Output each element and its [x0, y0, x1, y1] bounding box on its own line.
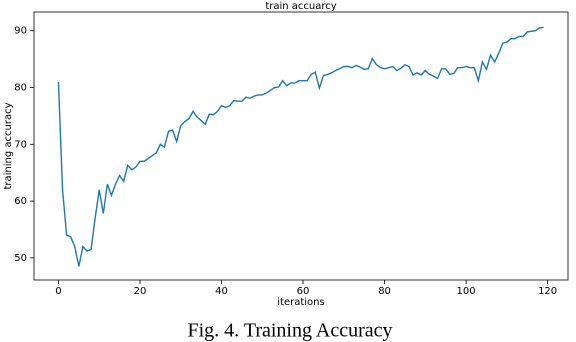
y-tick-label: 60: [14, 196, 27, 207]
y-tick-label: 80: [14, 83, 27, 94]
x-tick-label: 40: [215, 286, 228, 297]
x-tick-label: 60: [297, 286, 310, 297]
x-tick-label: 100: [457, 286, 476, 297]
axes-frame: [33, 11, 569, 281]
y-tick-label: 70: [14, 139, 27, 150]
x-tick-label: 120: [538, 286, 557, 297]
x-tick-label: 20: [134, 286, 147, 297]
data-line: [57, 26, 544, 267]
y-tick-label: 50: [14, 253, 27, 264]
x-axis-label: iterations: [277, 297, 324, 308]
x-tick-label: 0: [55, 286, 61, 297]
y-axis-label: training accuracy: [3, 102, 14, 189]
x-tick-label: 80: [378, 286, 391, 297]
caption: Fig. 4. Training Accuracy: [188, 320, 393, 342]
chart-title: train accuarcy: [265, 1, 336, 12]
y-tick-label: 90: [14, 26, 27, 37]
